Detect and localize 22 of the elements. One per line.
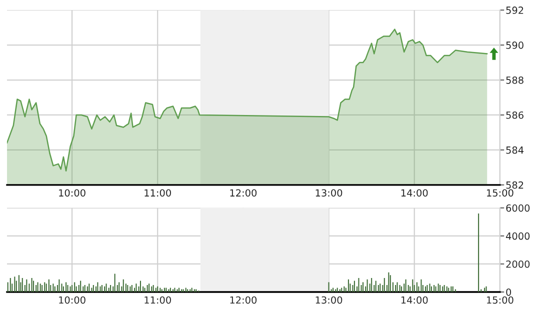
y-tick-label: 586 (506, 111, 524, 119)
y-tick-label: 0 (506, 288, 512, 296)
x-tick-label: 14:00 (401, 296, 428, 304)
y-tick-label: 2000 (506, 260, 530, 268)
x-tick-label: 12:00 (230, 189, 257, 197)
x-tick-label: 14:00 (401, 189, 428, 197)
x-tick-label: 10:00 (59, 296, 86, 304)
y-tick-label: 590 (506, 42, 524, 49)
x-tick-label: 11:00 (144, 296, 171, 304)
x-tick-label: 12:00 (230, 296, 257, 304)
y-tick-label: 6000 (506, 204, 530, 212)
x-tick-label: 15:00 (487, 189, 514, 197)
y-tick-label: 584 (506, 146, 524, 154)
y-tick-label: 4000 (506, 232, 530, 240)
x-tick-label: 13:00 (316, 296, 342, 304)
y-tick-label: 588 (506, 76, 524, 84)
y-tick-label: 592 (506, 6, 524, 14)
x-tick-label: 15:00 (487, 296, 514, 304)
x-tick-label: 11:00 (144, 189, 171, 197)
x-tick-label: 10:00 (59, 189, 86, 197)
y-tick-label: 582 (506, 181, 524, 189)
x-tick-label: 13:00 (316, 189, 342, 197)
